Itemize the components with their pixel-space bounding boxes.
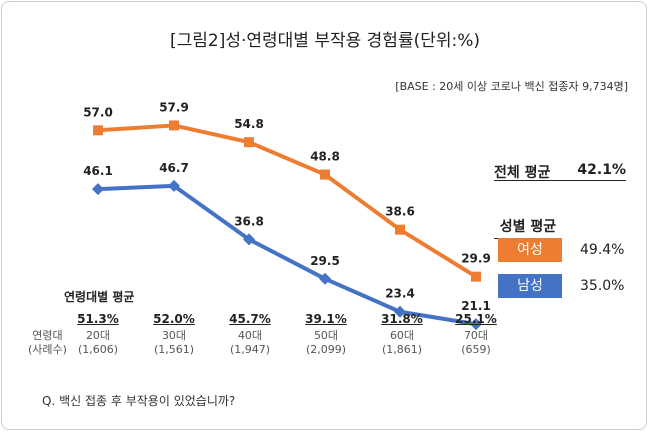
sample-size: (1,861) — [381, 343, 423, 356]
sample-size: (1,947) — [229, 343, 271, 356]
age-average: 45.7% — [229, 312, 271, 326]
data-point-female — [395, 224, 405, 235]
data-point-male — [168, 179, 180, 192]
data-point-male — [319, 272, 331, 285]
legend-male-box: 남성 — [498, 274, 562, 298]
age-column-60s: 31.8% 60대 (1,861) — [372, 312, 432, 357]
sample-size: (659) — [461, 343, 491, 356]
data-label-female: 57.9 — [159, 100, 189, 114]
total-average-value: 42.1% — [577, 162, 626, 178]
data-point-male — [243, 233, 255, 246]
age-group: 20대 — [85, 329, 111, 342]
age-group: 30대 — [161, 329, 187, 342]
age-row-label-1: 연령대 — [32, 329, 63, 342]
gender-average-title: 성별 평균 — [494, 216, 562, 239]
legend-female-box: 여성 — [498, 238, 562, 262]
data-label-male: 23.4 — [385, 287, 415, 301]
age-average-title: 연령대별 평균 — [64, 290, 135, 304]
age-column-40s: 45.7% 40대 (1,947) — [220, 312, 280, 357]
data-label-male: 29.5 — [310, 254, 340, 268]
data-point-male — [394, 305, 406, 318]
data-point-female — [93, 125, 103, 136]
total-average: 전체 평균 42.1% — [494, 162, 626, 181]
data-point-female — [320, 169, 330, 180]
age-row-label-2: (사례수) — [28, 343, 67, 356]
data-point-female — [169, 120, 179, 131]
series-line-male — [97, 183, 477, 327]
age-average: 52.0% — [153, 312, 195, 326]
data-label-male: 46.7 — [159, 161, 189, 175]
sample-size: (1,561) — [153, 343, 195, 356]
age-column-20s: 51.3% 20대 (1,606) — [68, 312, 128, 357]
sample-size: (1,606) — [77, 343, 119, 356]
age-average: 51.3% — [77, 312, 119, 326]
data-label-female: 38.6 — [385, 205, 415, 219]
male-average-value: 35.0% — [580, 278, 625, 294]
data-label-female: 54.8 — [234, 117, 264, 131]
age-column-50s: 39.1% 50대 (2,099) — [296, 312, 356, 357]
data-point-male — [92, 183, 104, 196]
age-average: 39.1% — [305, 312, 347, 326]
age-group: 50대 — [313, 329, 339, 342]
age-group: 60대 — [389, 329, 415, 342]
data-label-female: 48.8 — [310, 150, 340, 164]
data-label-male: 21.1 — [461, 299, 491, 313]
data-label-female: 57.0 — [83, 105, 113, 119]
age-column-70s: 25.1% 70대 (659) — [446, 312, 506, 357]
data-point-female — [471, 271, 481, 282]
age-average: 31.8% — [381, 312, 423, 326]
data-label-male: 36.8 — [234, 214, 264, 228]
data-label-female: 29.9 — [461, 252, 491, 266]
age-row-label: 연령대 (사례수) — [28, 329, 67, 357]
sample-size: (2,099) — [305, 343, 347, 356]
data-point-female — [244, 137, 254, 148]
age-group: 40대 — [237, 329, 263, 342]
data-label-male: 46.1 — [83, 164, 113, 178]
series-line-female — [97, 123, 478, 279]
age-group: 70대 — [463, 329, 489, 342]
total-average-label: 전체 평균 — [494, 165, 551, 181]
data-point-male — [470, 318, 482, 331]
female-average-value: 49.4% — [580, 242, 625, 258]
survey-question: Q. 백신 접종 후 부작용이 있었습니까? — [42, 394, 236, 408]
base-note: [BASE : 20세 이상 코로나 백신 접종자 9,734명] — [395, 80, 628, 93]
age-average: 25.1% — [455, 312, 497, 326]
chart-title: [그림2]성·연령대별 부작용 경험률(단위:%) — [169, 31, 481, 51]
age-column-30s: 52.0% 30대 (1,561) — [144, 312, 204, 357]
